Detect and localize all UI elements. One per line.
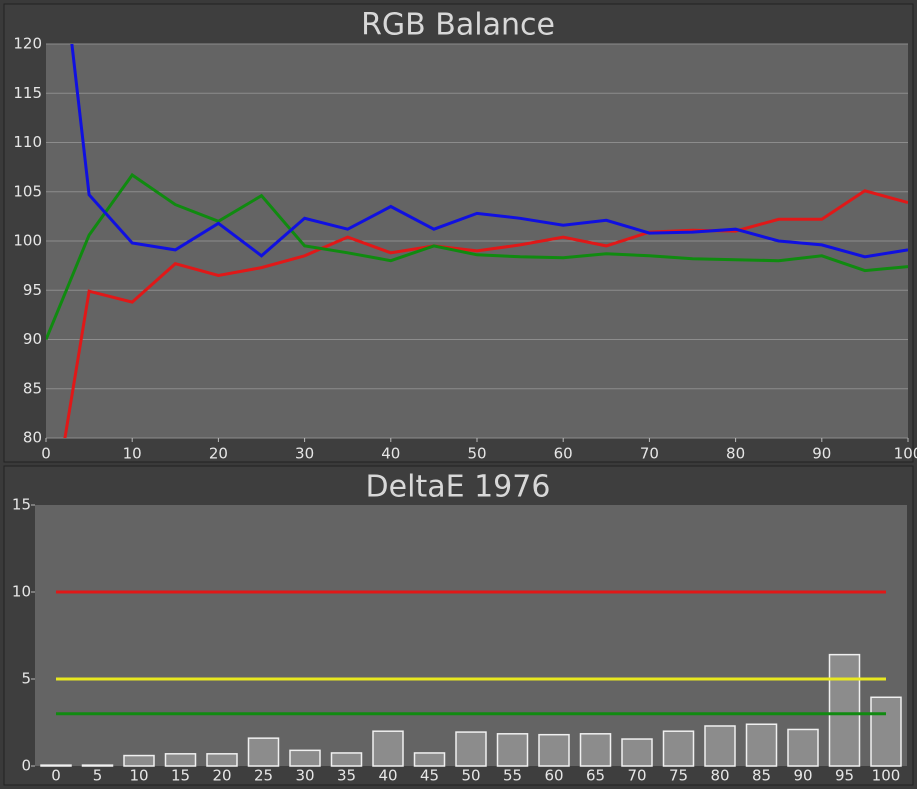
- series-line: [70, 44, 908, 259]
- x-tick-label: 20: [209, 445, 228, 463]
- x-tick-label: 0: [41, 445, 51, 463]
- x-tick-label: 40: [378, 767, 397, 785]
- y-tick-label: 100: [13, 232, 42, 250]
- x-tick-label: 90: [812, 445, 831, 463]
- y-tick-label: 120: [13, 35, 42, 53]
- bar: [123, 754, 155, 767]
- bar: [206, 753, 238, 767]
- x-tick-label: 60: [544, 767, 563, 785]
- bar: [330, 752, 363, 767]
- x-tick-label: 25: [254, 767, 273, 785]
- x-tick-label: 70: [640, 445, 659, 463]
- bar: [247, 737, 280, 767]
- x-tick-label: 10: [123, 445, 142, 463]
- bar: [538, 733, 570, 767]
- bar: [828, 653, 861, 767]
- chart-title: DeltaE 1976: [366, 470, 551, 505]
- bar: [289, 749, 321, 767]
- bar: [164, 753, 197, 767]
- bar: [40, 764, 72, 767]
- x-tick-label: 30: [295, 445, 314, 463]
- y-tick-label: 15: [12, 496, 31, 514]
- bar: [621, 738, 653, 767]
- y-tick-label: 85: [23, 379, 42, 397]
- bar: [81, 764, 114, 767]
- y-tick-label: 95: [23, 281, 42, 299]
- y-tick-label: 80: [23, 429, 42, 447]
- chart-title: RGB Balance: [361, 8, 555, 43]
- x-tick-label: 50: [461, 767, 480, 785]
- bar: [787, 728, 819, 767]
- y-tick-label: 110: [13, 133, 42, 151]
- bar: [870, 696, 902, 767]
- x-tick-label: 50: [467, 445, 486, 463]
- x-tick-label: 70: [627, 767, 646, 785]
- x-tick-label: 100: [872, 767, 901, 785]
- x-tick-label: 55: [503, 767, 522, 785]
- x-tick-label: 0: [51, 767, 61, 785]
- bar: [745, 723, 778, 767]
- x-tick-label: 10: [129, 767, 148, 785]
- x-tick-label: 100: [894, 445, 917, 463]
- bar: [413, 752, 446, 767]
- x-tick-label: 80: [710, 767, 729, 785]
- x-tick-label: 95: [835, 767, 854, 785]
- series-line: [46, 172, 908, 341]
- bar: [496, 733, 529, 767]
- bar: [579, 733, 612, 767]
- bar: [704, 725, 736, 767]
- x-tick-label: 80: [726, 445, 745, 463]
- y-tick-label: 115: [13, 84, 42, 102]
- x-tick-label: 15: [171, 767, 190, 785]
- y-tick-label: 0: [21, 757, 31, 775]
- x-tick-label: 5: [93, 767, 103, 785]
- x-tick-label: 30: [295, 767, 314, 785]
- x-tick-label: 45: [420, 767, 439, 785]
- x-tick-label: 20: [212, 767, 231, 785]
- y-tick-label: 90: [23, 330, 42, 348]
- x-tick-label: 60: [554, 445, 573, 463]
- series-line: [63, 189, 908, 438]
- x-tick-label: 35: [337, 767, 356, 785]
- x-tick-label: 85: [752, 767, 771, 785]
- y-tick-label: 5: [21, 670, 31, 688]
- x-tick-label: 40: [381, 445, 400, 463]
- y-tick-label: 105: [13, 182, 42, 200]
- x-tick-label: 75: [669, 767, 688, 785]
- bar: [372, 730, 404, 767]
- x-tick-label: 90: [793, 767, 812, 785]
- plot-lines: [46, 44, 908, 438]
- bar: [662, 730, 695, 767]
- y-tick-label: 10: [12, 583, 31, 601]
- x-tick-label: 65: [586, 767, 605, 785]
- plot-area: [35, 505, 907, 766]
- bar: [455, 731, 487, 767]
